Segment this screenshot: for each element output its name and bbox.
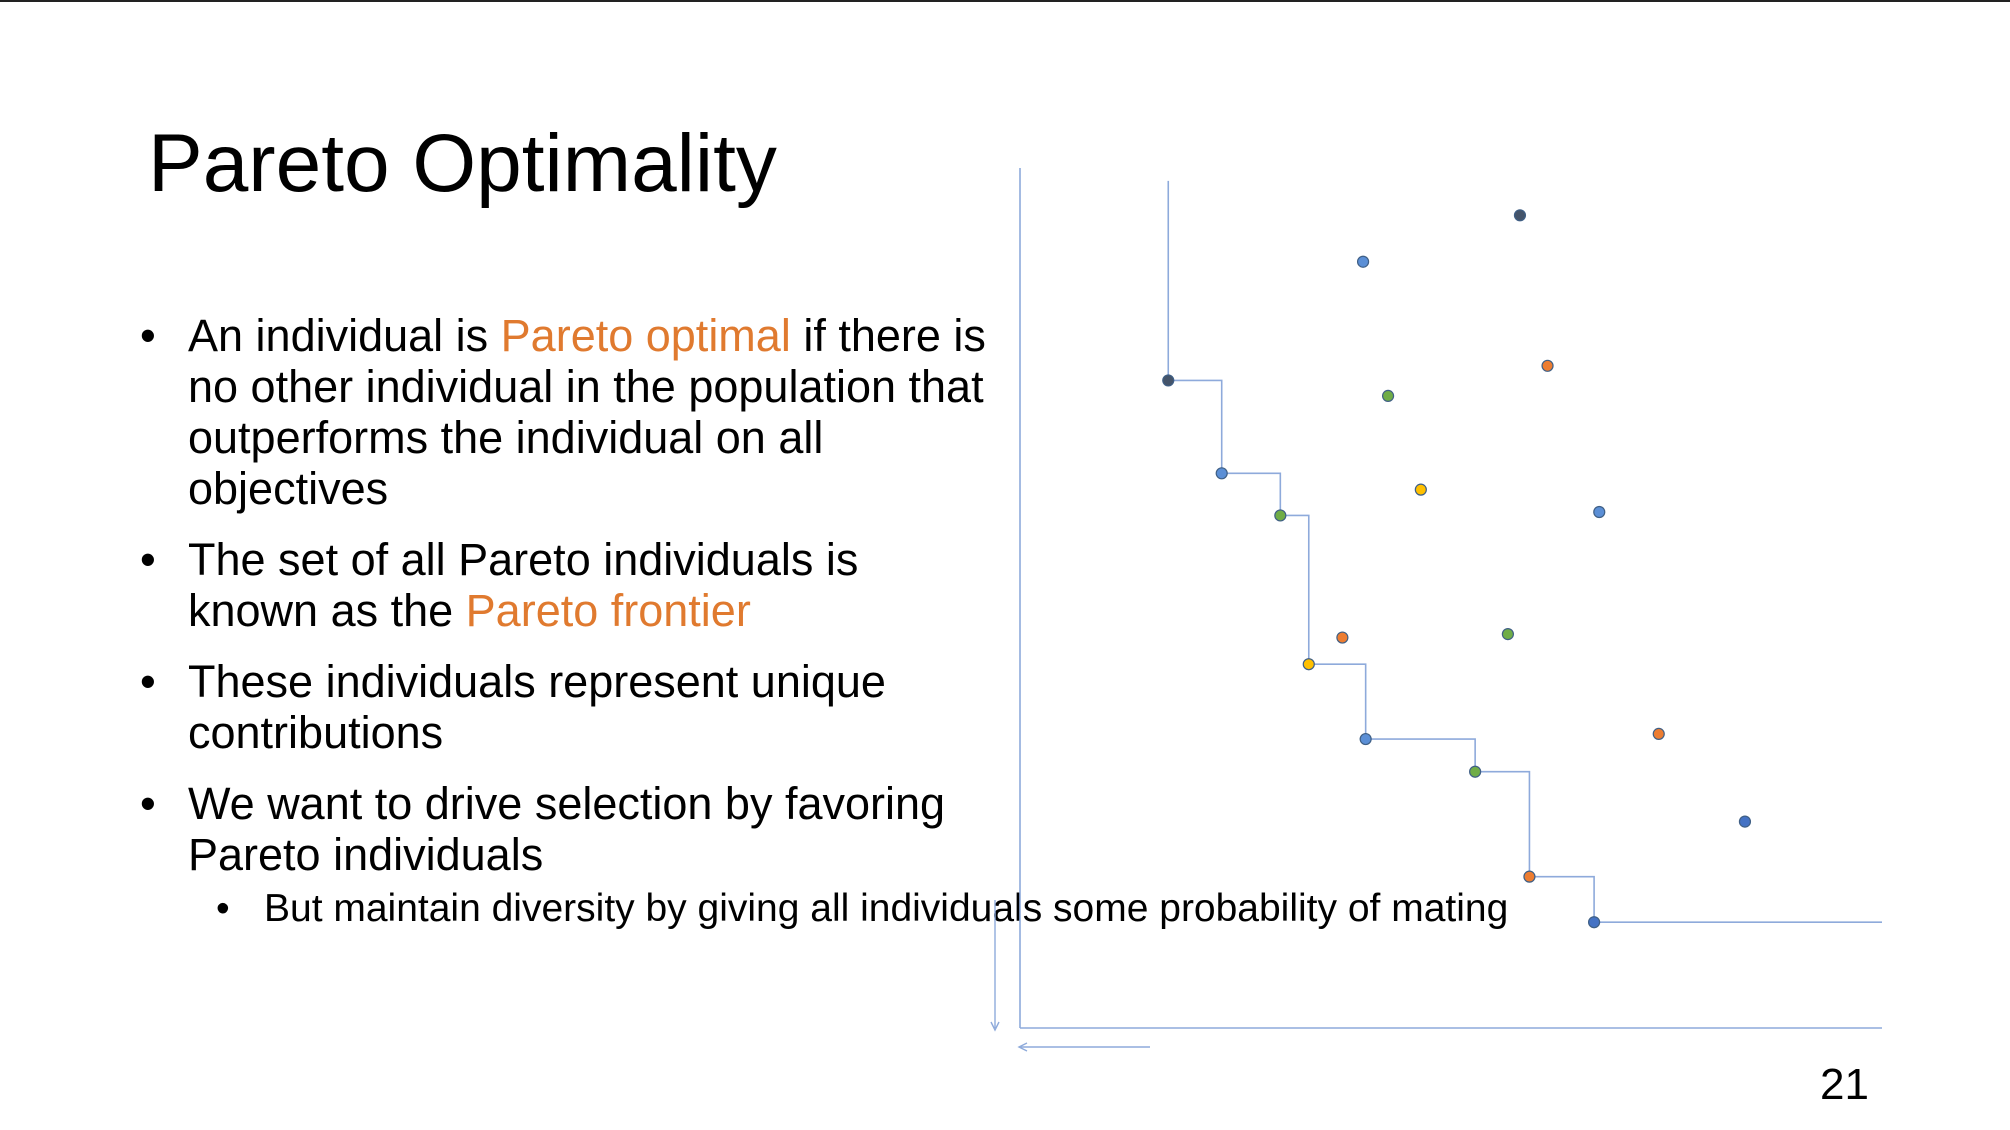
data-point-7 (1523, 870, 1536, 883)
sub-bullet-text: But maintain diversity by giving all ind… (264, 887, 1509, 930)
sub-bullet-marker: • (216, 887, 230, 930)
bullet-list: • An individual is Pareto optimal if ther… (140, 310, 1508, 951)
slide-top-border (0, 0, 2010, 2)
chart-points (1162, 209, 1752, 929)
bullet-text: We want to drive selection by favoring P… (188, 778, 946, 880)
chart-axes (990, 168, 1882, 1052)
data-point-2 (1215, 467, 1228, 480)
slide-title: Pareto Optimality (148, 118, 777, 209)
page-number: 21 (1820, 1060, 1869, 1109)
data-point-5 (1359, 732, 1372, 746)
bullet-marker: • (140, 778, 156, 829)
bullet-item: • We want to drive selection by favoring … (140, 778, 1508, 931)
pareto-frontier-path (1167, 180, 1882, 924)
pareto-frontier-line (1167, 180, 1882, 924)
down-arrow-head (990, 1021, 1000, 1032)
data-point-4 (1302, 658, 1315, 671)
sub-bullet-item: • But maintain diversity by giving all in… (216, 886, 1508, 931)
data-point-11 (1541, 359, 1554, 372)
bullet-text: The set of all Pareto individuals is kno… (188, 534, 859, 636)
bullet-highlight-pareto-optimal: Pareto optimal (500, 310, 791, 361)
data-point-15 (1336, 631, 1349, 644)
sub-bullet-list: • But maintain diversity by giving all in… (216, 886, 1508, 931)
data-point-16 (1501, 628, 1514, 641)
data-point-1 (1162, 374, 1175, 387)
bullet-item: • An individual is Pareto optimal if ther… (140, 310, 1000, 514)
data-point-12 (1381, 389, 1395, 402)
bullet-item: • The set of all Pareto individuals is kn… (140, 534, 1000, 636)
data-point-3 (1274, 509, 1287, 522)
data-point-10 (1356, 255, 1370, 268)
bullet-item: • These individuals represent unique cont… (140, 656, 1000, 758)
left-arrow-head (1017, 1042, 1028, 1052)
bullet-text: An individual is (188, 310, 501, 361)
bullet-marker: • (140, 310, 156, 361)
data-point-9 (1513, 209, 1527, 222)
data-point-14 (1593, 505, 1606, 519)
bullet-highlight-pareto-frontier: Pareto frontier (465, 585, 751, 636)
bullet-text: These individuals represent unique contr… (188, 656, 886, 758)
data-point-17 (1652, 727, 1665, 740)
bullet-marker: • (140, 534, 156, 585)
data-point-6 (1469, 765, 1482, 778)
data-point-8 (1587, 916, 1601, 929)
data-point-13 (1414, 483, 1427, 496)
data-point-18 (1738, 815, 1752, 828)
bullet-marker: • (140, 656, 156, 707)
bullet-text-continued: if there is no other individual in the p… (188, 310, 986, 514)
